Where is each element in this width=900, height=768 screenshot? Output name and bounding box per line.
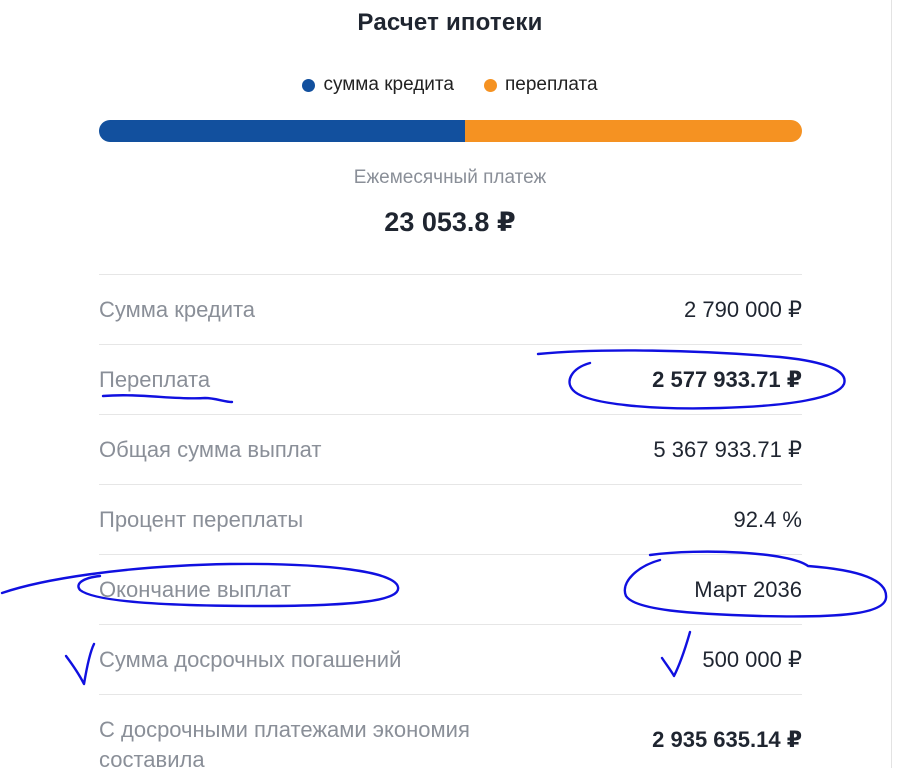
- row-loan-amount: Сумма кредита 2 790 000 ₽: [99, 274, 802, 344]
- row-value: 2 577 933.71 ₽: [652, 366, 802, 392]
- row-early-repayments: Сумма досрочных погашений 500 000 ₽: [99, 624, 802, 694]
- legend-item-overpay: переплата: [483, 74, 598, 96]
- row-label: Сумма кредита: [99, 296, 256, 322]
- row-savings: С досрочными платежами экономия составил…: [99, 694, 802, 768]
- ratio-bar-overpay: [464, 120, 802, 142]
- legend-item-credit: сумма кредита: [302, 74, 454, 96]
- row-label: Общая сумма выплат: [99, 436, 322, 462]
- legend: сумма кредита переплата: [0, 74, 900, 96]
- row-label: Окончание выплат: [99, 576, 291, 602]
- row-value: 2 935 635.14 ₽: [652, 727, 802, 752]
- results-table: Сумма кредита 2 790 000 ₽ Переплата 2 57…: [99, 274, 802, 768]
- row-value: 500 000 ₽: [702, 646, 802, 672]
- monthly-payment-label: Ежемесячный платеж: [353, 167, 547, 188]
- legend-dot-overpay: [483, 78, 497, 92]
- ratio-bar: [99, 120, 802, 142]
- ratio-bar-credit: [99, 120, 465, 142]
- scroll-edge: [891, 0, 892, 768]
- row-value: 2 790 000 ₽: [684, 296, 802, 322]
- row-value: 5 367 933.71 ₽: [653, 436, 802, 462]
- row-label: Процент переплаты: [99, 506, 304, 532]
- row-value: Март 2036: [694, 576, 802, 602]
- legend-dot-credit: [302, 78, 316, 92]
- check-mark-left: [64, 642, 96, 686]
- monthly-payment-value: 23 053.8 ₽: [384, 207, 516, 237]
- row-overpay-percent: Процент переплаты 92.4 %: [99, 484, 802, 554]
- row-total-payments: Общая сумма выплат 5 367 933.71 ₽: [99, 414, 802, 484]
- row-label: С досрочными платежами экономия составил…: [99, 717, 470, 768]
- row-label: Переплата: [99, 366, 211, 392]
- row-end-date: Окончание выплат Март 2036: [99, 554, 802, 624]
- page-title: Расчет ипотеки: [357, 9, 543, 36]
- legend-label-credit: сумма кредита: [323, 74, 454, 95]
- row-value: 92.4 %: [733, 506, 803, 532]
- row-overpayment: Переплата 2 577 933.71 ₽: [99, 344, 802, 414]
- legend-label-overpay: переплата: [504, 74, 598, 95]
- row-label: Сумма досрочных погашений: [99, 646, 402, 672]
